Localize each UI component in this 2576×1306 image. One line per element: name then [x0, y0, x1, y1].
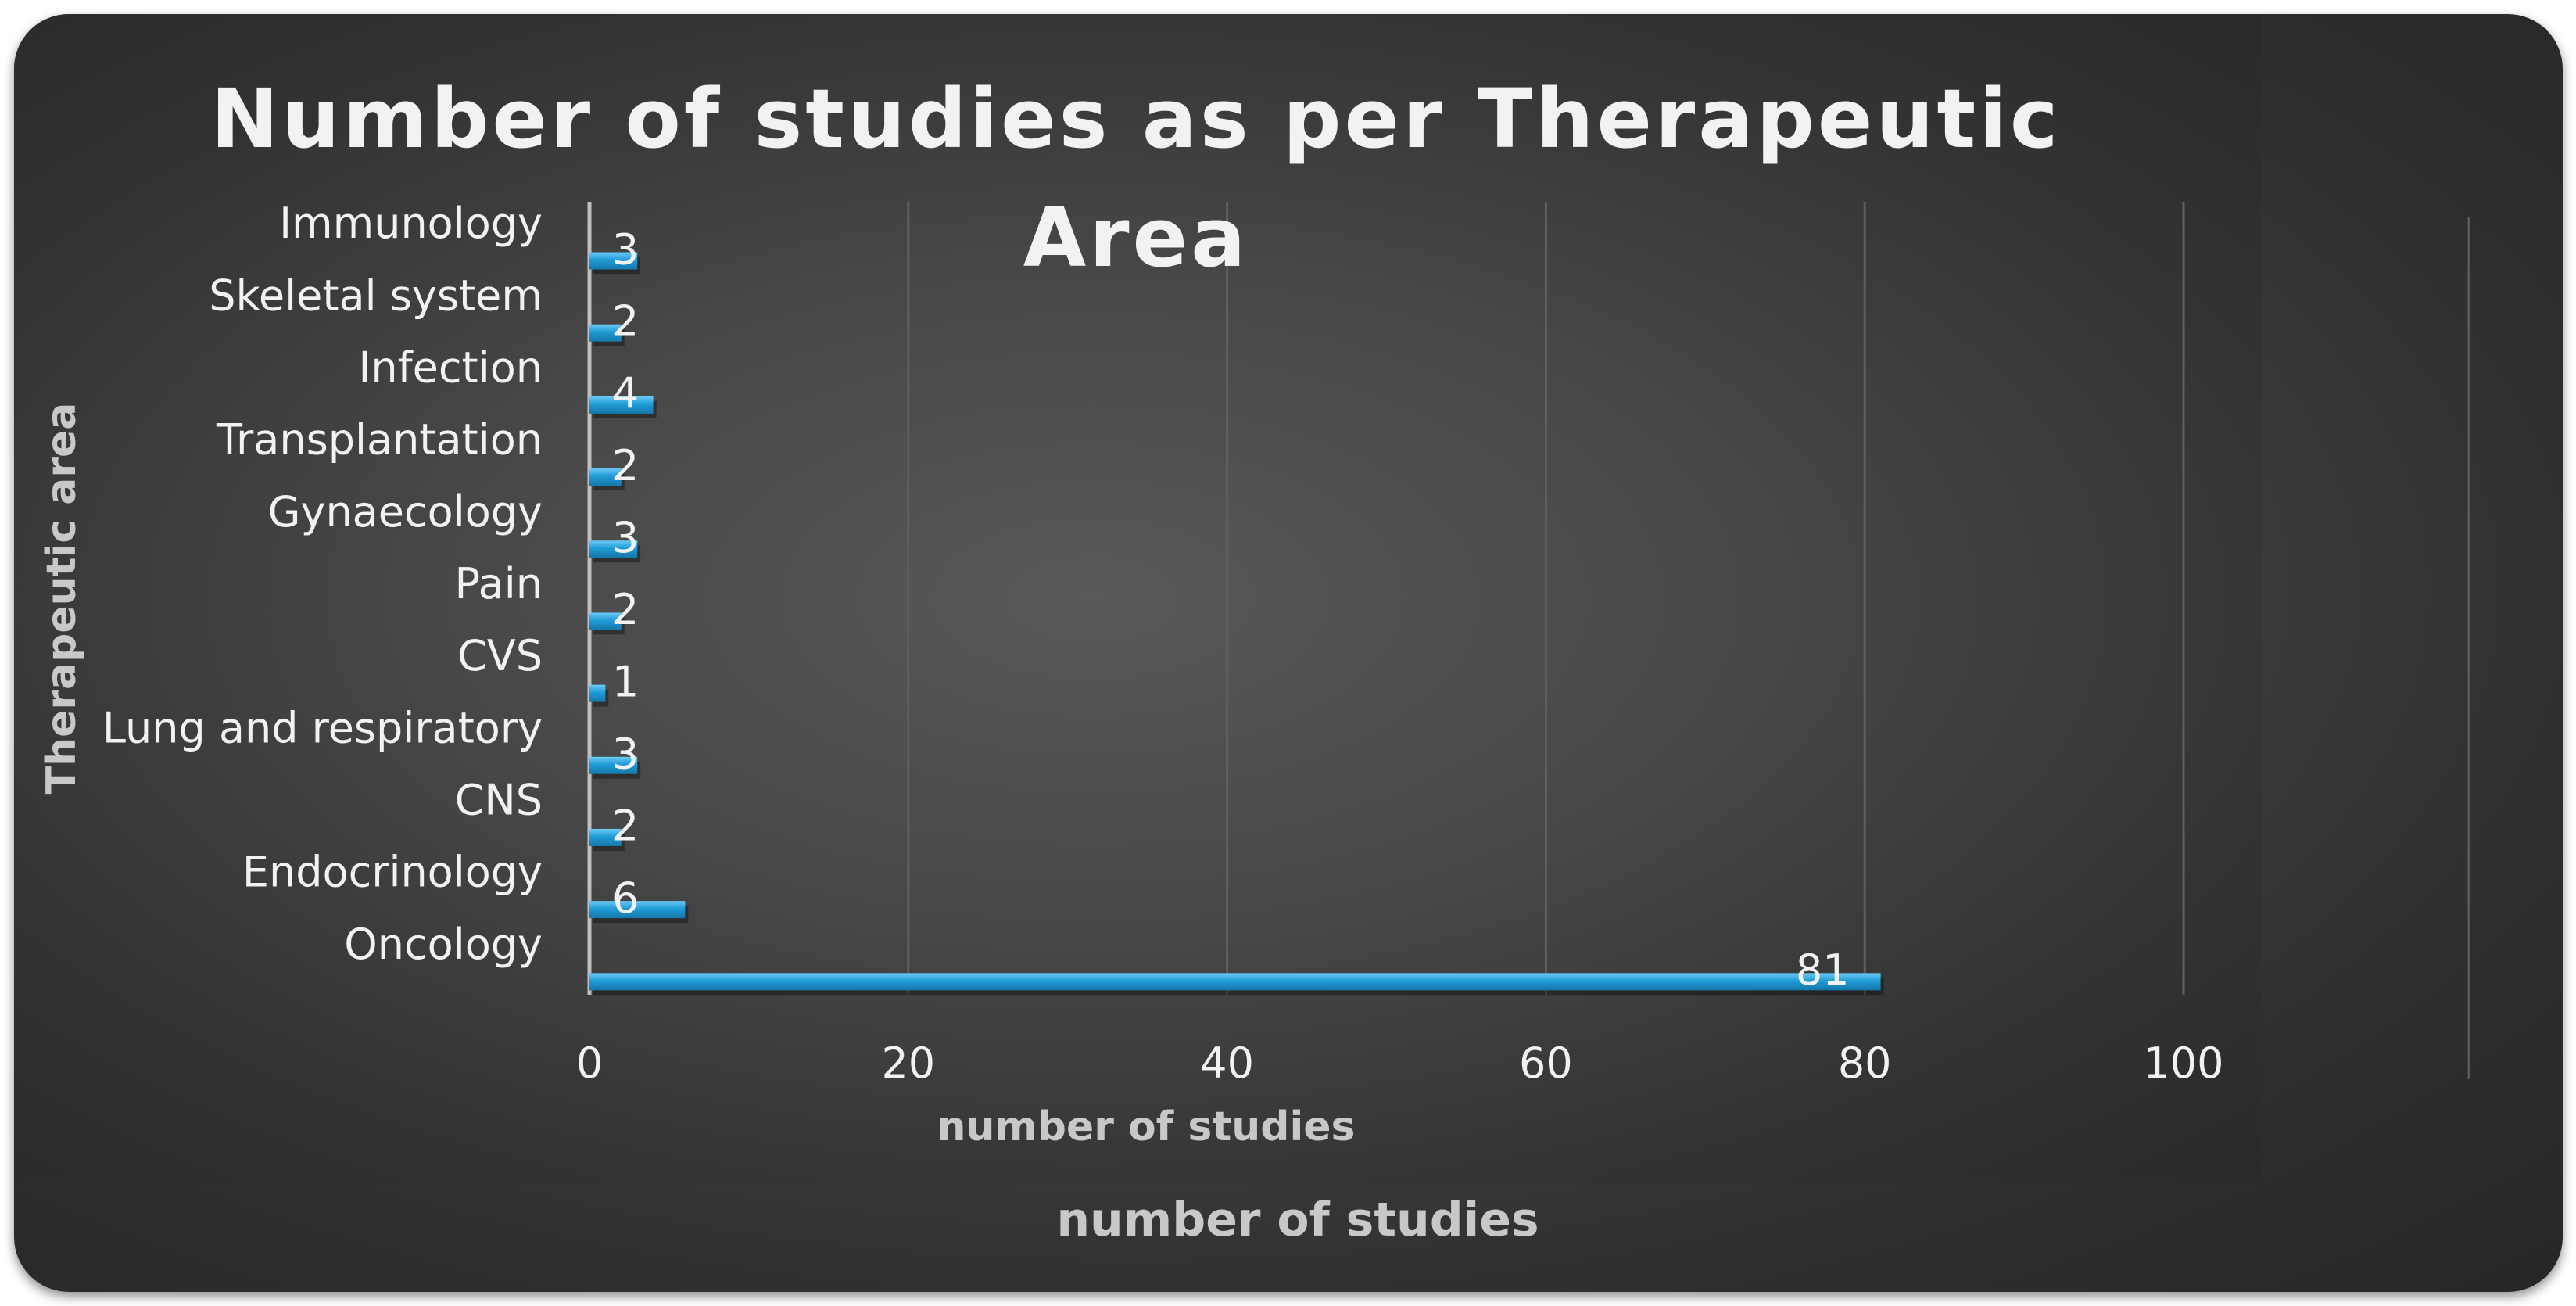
- chart-title-line-2: Area: [1023, 190, 1249, 285]
- category-label: CVS: [457, 631, 543, 680]
- data-labels: 81 6 2 3 1 2 3 2 4 2 3: [612, 224, 1850, 995]
- bar-gynaecology: [589, 540, 638, 558]
- category-label: Oncology: [344, 920, 543, 969]
- data-label: 6: [612, 874, 639, 923]
- x-tick-labels: 0 20 40 60 80 100: [576, 1039, 2224, 1088]
- bar-skeletal-system: [589, 324, 622, 342]
- category-label: Infection: [358, 343, 543, 392]
- x-axis-title-outer: number of studies: [1056, 1193, 1539, 1247]
- bar-cvs: [589, 684, 606, 702]
- gridlines: [907, 202, 2185, 995]
- chart-frame: [14, 14, 2563, 1292]
- x-tick-label: 100: [2143, 1039, 2223, 1088]
- x-tick-label: 0: [576, 1039, 603, 1088]
- bar-cns: [589, 828, 622, 846]
- category-label: Pain: [455, 559, 543, 608]
- category-labels: Oncology Endocrinology CNS Lung and respira…: [102, 199, 543, 969]
- bar-transplantation: [589, 468, 622, 486]
- data-label: 81: [1796, 945, 1850, 995]
- bar-oncology: [589, 973, 1881, 991]
- category-label: Immunology: [279, 199, 543, 248]
- category-label: Transplantation: [216, 415, 543, 465]
- category-label: Lung and respiratory: [102, 703, 543, 752]
- x-tick-label: 40: [1200, 1039, 1254, 1088]
- bar-endocrinology: [589, 901, 686, 919]
- x-tick-label: 20: [881, 1039, 935, 1088]
- data-label: 3: [612, 513, 639, 562]
- category-label: Skeletal system: [209, 271, 543, 320]
- x-axis-title: number of studies: [937, 1103, 1355, 1150]
- y-axis-title: Therapeutic area: [38, 403, 85, 795]
- bar-lung-and-respiratory: [589, 756, 638, 774]
- data-label: 1: [612, 657, 639, 706]
- chart-title-line-1: Number of studies as per Therapeutic: [211, 71, 2062, 167]
- category-label: CNS: [455, 776, 543, 825]
- bar-infection: [589, 396, 654, 414]
- data-label: 2: [612, 585, 639, 634]
- x-tick-label: 80: [1838, 1039, 1892, 1088]
- data-label: 3: [612, 224, 639, 274]
- data-label: 3: [612, 730, 639, 779]
- category-label: Gynaecology: [268, 487, 543, 536]
- bar-immunology: [589, 252, 638, 270]
- data-label: 4: [612, 369, 639, 418]
- bar-pain: [589, 612, 622, 630]
- category-label: Endocrinology: [242, 848, 543, 897]
- x-tick-label: 60: [1519, 1039, 1573, 1088]
- data-label: 2: [612, 296, 639, 346]
- data-label: 2: [612, 441, 639, 490]
- data-label: 2: [612, 802, 639, 851]
- bars: [589, 252, 1884, 996]
